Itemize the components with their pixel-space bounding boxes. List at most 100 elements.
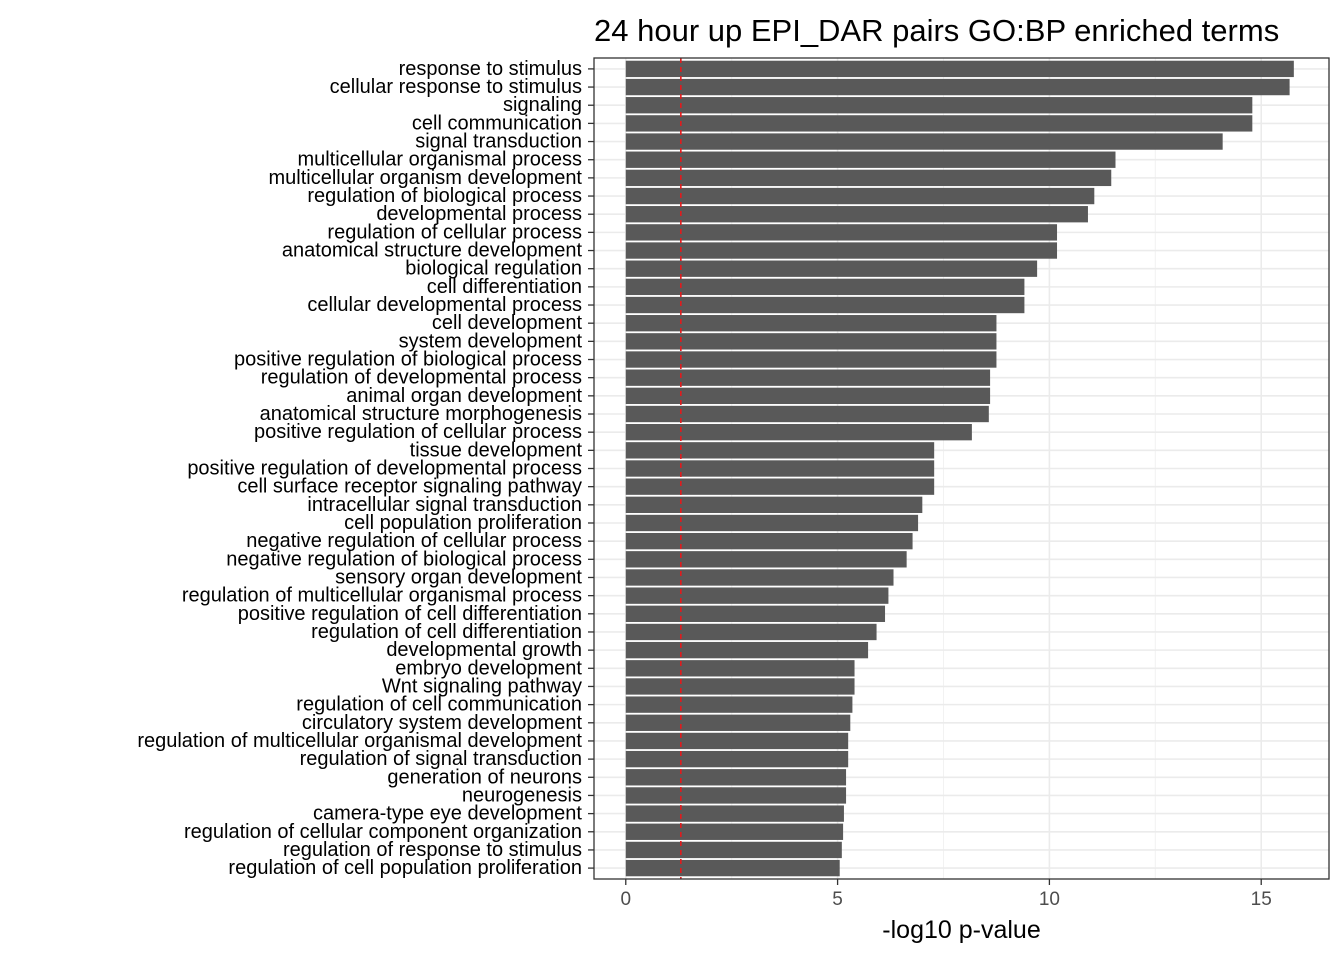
bar: [625, 60, 1294, 78]
bar: [625, 805, 844, 822]
y-tick-label: Wnt signaling pathway: [382, 675, 582, 697]
bar: [625, 551, 907, 568]
bar: [625, 678, 855, 695]
y-tick-label: intracellular signal transduction: [307, 494, 582, 516]
bar: [625, 460, 935, 477]
bar: [625, 769, 847, 786]
y-tick-label: embryo development: [395, 657, 582, 679]
y-tick-label: cell differentiation: [427, 276, 582, 298]
bar: [625, 333, 997, 350]
y-tick-label: regulation of cellular component organiz…: [184, 821, 582, 843]
bar: [625, 641, 869, 659]
y-tick-label: cellular developmental process: [307, 294, 582, 316]
y-tick-label: cell development: [432, 312, 583, 334]
y-tick-label: developmental process: [376, 203, 582, 225]
bar: [625, 260, 1038, 277]
y-tick-label: sensory organ development: [335, 566, 582, 588]
y-tick-label: signaling: [503, 94, 582, 116]
chart-title: 24 hour up EPI_DAR pairs GO:BP enriched …: [594, 13, 1279, 48]
y-tick-label: animal organ development: [346, 385, 582, 407]
y-tick-label: anatomical structure morphogenesis: [260, 403, 582, 425]
x-tick-label: 5: [832, 889, 843, 910]
y-tick-label: generation of neurons: [387, 766, 582, 788]
y-axis-ticks: [588, 68, 594, 869]
bar: [625, 587, 889, 604]
bar: [625, 423, 972, 441]
bar: [625, 787, 847, 804]
bar: [625, 351, 997, 368]
x-tick-label: 0: [620, 889, 631, 910]
y-tick-label: multicellular organismal process: [297, 149, 582, 171]
x-tick-label: 15: [1251, 889, 1272, 910]
y-tick-label: circulatory system development: [302, 712, 583, 734]
bar: [625, 823, 844, 840]
y-tick-label: cell communication: [412, 112, 582, 134]
bar: [625, 496, 923, 514]
bar: [625, 660, 855, 677]
bar: [625, 242, 1058, 259]
y-tick-label: regulation of cell population proliferat…: [228, 857, 582, 879]
bar: [625, 169, 1112, 187]
bar: [625, 224, 1058, 241]
bar: [625, 206, 1088, 223]
y-tick-label: positive regulation of cell differentiat…: [238, 603, 582, 625]
bar: [625, 714, 851, 731]
y-tick-label: positive regulation of biological proces…: [234, 349, 582, 371]
y-tick-label: cellular response to stimulus: [330, 76, 582, 98]
y-tick-label: camera-type eye development: [313, 803, 582, 825]
y-tick-label: negative regulation of biological proces…: [226, 548, 582, 570]
y-tick-label: regulation of multicellular organismal p…: [182, 585, 582, 607]
y-tick-label: system development: [399, 330, 583, 352]
bar: [625, 405, 989, 423]
bar: [625, 696, 853, 713]
y-tick-label: regulation of multicellular organismal d…: [137, 730, 582, 752]
bar: [625, 442, 935, 459]
bar: [625, 732, 849, 750]
bar: [625, 532, 913, 550]
bar: [625, 97, 1253, 114]
y-tick-label: regulation of cell communication: [296, 694, 582, 716]
y-tick-label: cell surface receptor signaling pathway: [237, 476, 582, 498]
bar: [625, 78, 1290, 96]
y-tick-label: regulation of response to stimulus: [283, 839, 582, 861]
x-tick-label: 10: [1039, 889, 1060, 910]
bar: [625, 278, 1025, 296]
bar: [625, 187, 1095, 205]
x-axis-title: -log10 p-value: [882, 916, 1040, 944]
y-tick-label: biological regulation: [405, 258, 582, 280]
y-tick-label: tissue development: [410, 439, 583, 461]
bar: [625, 115, 1253, 132]
bar: [625, 151, 1116, 168]
y-tick-label: regulation of cellular process: [327, 221, 582, 243]
bar: [625, 478, 935, 495]
y-tick-label: anatomical structure development: [282, 240, 583, 262]
bar: [625, 859, 840, 877]
bar: [625, 605, 886, 622]
y-tick-label: positive regulation of developmental pro…: [187, 458, 582, 480]
y-tick-label: developmental growth: [386, 639, 582, 661]
y-tick-label: signal transduction: [415, 131, 582, 153]
bar: [625, 387, 991, 405]
y-tick-label: regulation of signal transduction: [300, 748, 582, 770]
y-tick-label: regulation of biological process: [307, 185, 582, 207]
bar: [625, 569, 894, 586]
y-tick-label: regulation of developmental process: [261, 367, 582, 389]
bar: [625, 623, 877, 641]
y-tick-label: positive regulation of cellular process: [254, 421, 582, 443]
y-tick-label: multicellular organism development: [269, 167, 583, 189]
y-tick-label: neurogenesis: [462, 784, 582, 806]
bar: [625, 369, 991, 386]
bar: [625, 133, 1223, 150]
bar: [625, 315, 997, 332]
x-axis-tick-labels: 0 5 10 15: [620, 889, 1271, 910]
bar: [625, 296, 1025, 314]
bar: [625, 514, 919, 532]
y-tick-label: regulation of cell differentiation: [311, 621, 582, 643]
x-axis-ticks: [625, 879, 1262, 885]
bar: [625, 750, 849, 768]
bar: [625, 841, 842, 859]
y-tick-label: cell population proliferation: [344, 512, 582, 534]
y-tick-label: negative regulation of cellular process: [246, 530, 582, 552]
